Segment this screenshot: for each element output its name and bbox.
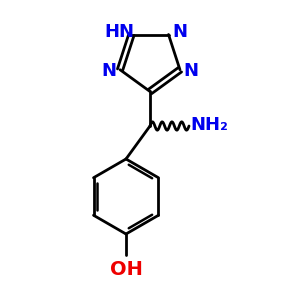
Text: OH: OH [110, 260, 142, 279]
Text: NH₂: NH₂ [190, 116, 228, 134]
Text: N: N [101, 62, 116, 80]
Text: N: N [172, 22, 188, 40]
Text: HN: HN [104, 22, 134, 40]
Text: N: N [184, 62, 199, 80]
